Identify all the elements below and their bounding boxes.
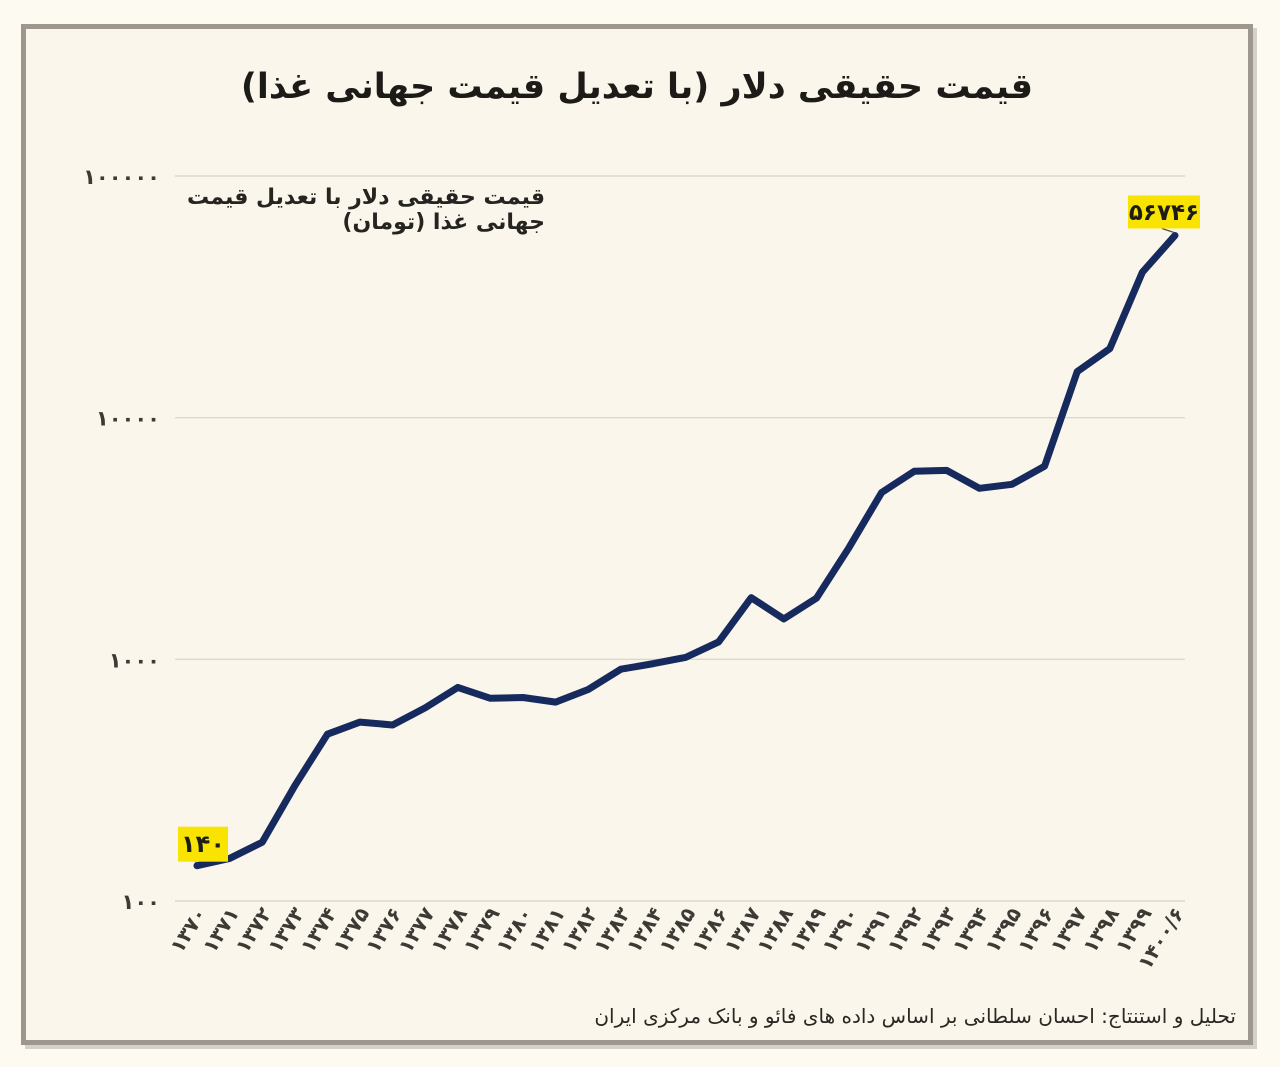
y-tick-label: ۱۰۰۰۰۰ [83,165,160,189]
chart-card-inner: قیمت حقیقی دلار (با تعدیل قیمت جهانی غذا… [26,29,1248,1040]
annotation-value: ۱۴۰ [181,830,225,858]
chart: ۱۰۰۱۰۰۰۱۰۰۰۰۱۰۰۰۰۰۱۳۷۰۱۳۷۱۱۳۷۲۱۳۷۳۱۳۷۴۱۳… [83,165,1200,974]
series-label: قیمت حقیقی دلار با تعدیل قیمت جهانی غذا … [186,185,545,235]
chart-title: قیمت حقیقی دلار (با تعدیل قیمت جهانی غذا… [240,67,1034,107]
data-line [193,231,1179,870]
annotation-callout [1161,227,1175,234]
y-tick-label: ۱۰۰۰ [109,648,160,672]
annotation-box [178,826,228,862]
source-note: تحلیل و استنتاج: احسان سلطانی بر اساس دا… [594,1004,1236,1028]
y-tick-label: ۱۰۰۰۰ [96,407,160,431]
annotation-box [1128,195,1200,229]
chart-card: قیمت حقیقی دلار (با تعدیل قیمت جهانی غذا… [21,24,1253,1045]
y-tick-label: ۱۰۰ [122,890,160,914]
annotation-value: ۵۶۷۴۶ [1129,200,1199,226]
